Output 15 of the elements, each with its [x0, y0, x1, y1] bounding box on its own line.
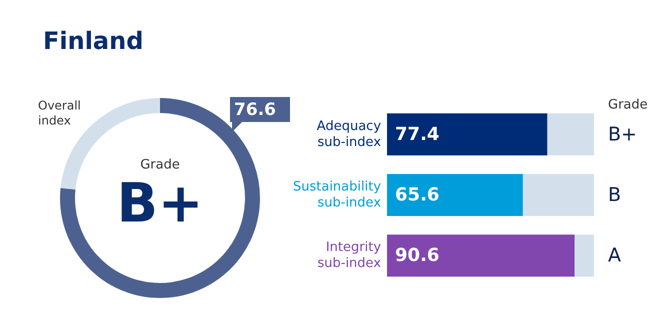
y-tick-label: Sustainability sub-index [292, 180, 382, 210]
data-label: 77.4 [395, 124, 440, 145]
data-label: 65.6 [395, 184, 440, 206]
text: B+ [116, 172, 204, 234]
chart-title: Finland [43, 27, 144, 55]
text: B [608, 184, 622, 206]
text: A [608, 244, 621, 267]
y-tick-label: Adequacy sub-index [316, 118, 382, 150]
data-label: 90.6 [395, 245, 440, 266]
data-label: 76.6 [234, 100, 276, 120]
text: Overall index [38, 98, 81, 128]
text: Grade [608, 98, 648, 112]
text: Grade [140, 158, 180, 172]
y-tick-label: Integrity sub-index [317, 240, 382, 272]
text: B+ [608, 123, 637, 146]
